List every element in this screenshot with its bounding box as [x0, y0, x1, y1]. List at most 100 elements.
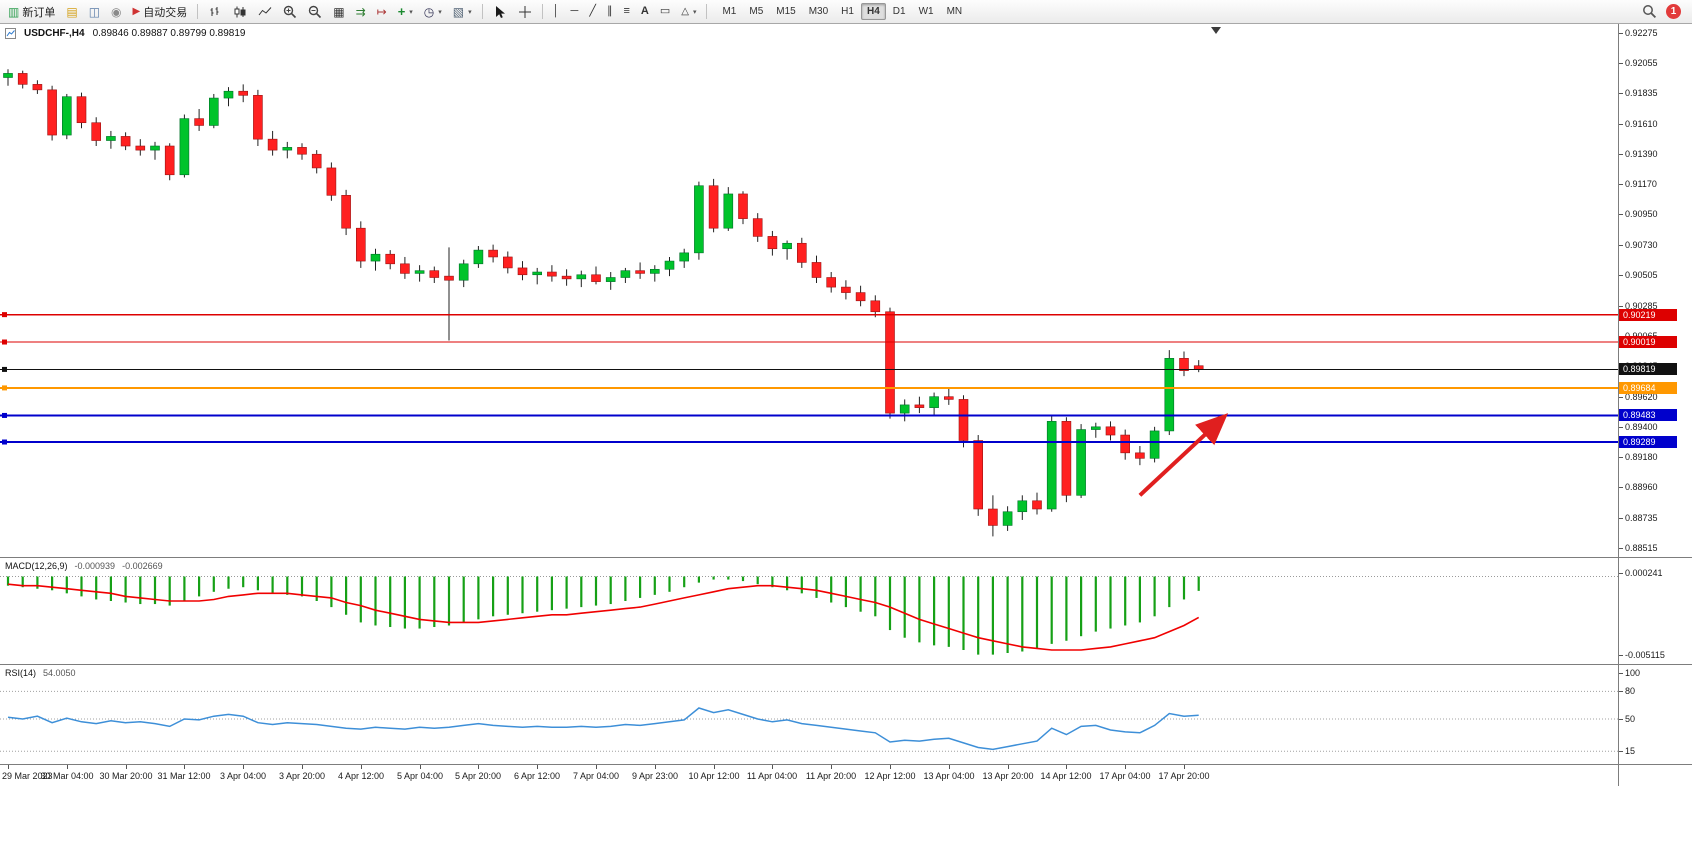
- time-label: 3 Apr 04:00: [219, 771, 267, 781]
- time-axis-tick: [1066, 765, 1067, 769]
- pane-separator[interactable]: [0, 764, 1692, 765]
- macd-indicator-pane[interactable]: [0, 558, 1618, 664]
- rsi-label: RSI(14) 54.0050: [5, 668, 76, 678]
- chart-shift-button[interactable]: ↦: [372, 2, 392, 22]
- indicators-plus-icon: +: [397, 4, 406, 19]
- time-label: 29 Mar 2023: [2, 771, 53, 781]
- chart-bars-button[interactable]: [203, 2, 227, 22]
- line-chart-icon: [258, 5, 272, 19]
- shapes-button[interactable]: △ ▾: [676, 2, 701, 22]
- macd-value-main: -0.000939: [74, 561, 116, 571]
- text-label-icon: ▭: [659, 5, 671, 17]
- zoom-in-button[interactable]: [278, 2, 302, 22]
- timeframe-button-m5[interactable]: M5: [749, 6, 764, 17]
- equidistant-channel-button[interactable]: ∥: [602, 2, 618, 22]
- time-label: 6 Apr 12:00: [513, 771, 561, 781]
- time-axis-tick: [1125, 765, 1126, 769]
- price-axis-tick: [1619, 154, 1623, 155]
- rsi-indicator-pane[interactable]: [0, 665, 1618, 764]
- time-axis-tick: [478, 765, 479, 769]
- community-button[interactable]: ◉: [106, 2, 126, 22]
- trendline-button[interactable]: ╱: [584, 2, 601, 22]
- price-axis-label: 0.89620: [1625, 392, 1658, 402]
- horizontal-line-button[interactable]: ─: [566, 2, 584, 22]
- macd-name: MACD(12,26,9): [5, 561, 68, 571]
- text-button[interactable]: A: [636, 2, 654, 22]
- chart-candles-button[interactable]: [228, 2, 252, 22]
- notification-badge[interactable]: 1: [1666, 4, 1681, 19]
- template-button[interactable]: ▧ ▾: [448, 2, 477, 22]
- axis-separator: [1618, 24, 1619, 786]
- time-label: 7 Apr 04:00: [572, 771, 620, 781]
- auto-scroll-button[interactable]: ⇉: [351, 2, 371, 22]
- auto-trading-button[interactable]: ▶ 自动交易: [128, 2, 193, 22]
- timeframe-button-w1[interactable]: W1: [918, 6, 934, 17]
- price-axis-tick: [1619, 457, 1623, 458]
- price-axis-tick: [1619, 124, 1623, 125]
- time-axis-tick: [361, 765, 362, 769]
- vertical-line-button[interactable]: │: [548, 2, 565, 22]
- time-axis-tick: [831, 765, 832, 769]
- pane-separator[interactable]: [0, 557, 1692, 558]
- timeframe-button-d1[interactable]: D1: [892, 6, 906, 17]
- time-label: 13 Apr 04:00: [923, 771, 975, 781]
- tile-windows-button[interactable]: ▦: [328, 2, 349, 22]
- price-axis-label: 0.88735: [1625, 513, 1658, 523]
- pane-separator[interactable]: [0, 664, 1692, 665]
- price-axis-tick: [1619, 487, 1623, 488]
- new-order-icon: ▥: [8, 4, 20, 19]
- fibonacci-button[interactable]: ≡: [618, 2, 634, 22]
- time-axis-tick: [8, 765, 9, 769]
- time-label: 31 Mar 12:00: [157, 771, 211, 781]
- timeframe-button-m1[interactable]: M1: [722, 6, 737, 17]
- price-axis-label: 0.89400: [1625, 422, 1658, 432]
- separator: [706, 4, 708, 19]
- text-label-button[interactable]: ▭: [655, 2, 675, 22]
- price-axis-label: 100: [1625, 668, 1641, 678]
- time-axis-tick: [772, 765, 773, 769]
- price-axis-tick: [1619, 427, 1623, 428]
- trendline-icon: ╱: [589, 5, 596, 17]
- profiles-button[interactable]: ▤: [61, 2, 82, 22]
- price-axis-label: 0.91170: [1625, 179, 1657, 189]
- rsi-value: 54.0050: [43, 668, 76, 678]
- time-label: 4 Apr 12:00: [337, 771, 385, 781]
- timeframe-button-m30[interactable]: M30: [808, 6, 829, 17]
- bottom-filler: [0, 786, 1692, 847]
- auto-trading-icon: ▶: [132, 5, 141, 17]
- time-axis-tick: [655, 765, 656, 769]
- macd-value-signal: -0.002669: [122, 561, 163, 571]
- time-label: 30 Mar 20:00: [99, 771, 153, 781]
- time-axis-tick: [184, 765, 185, 769]
- separator: [541, 4, 543, 19]
- time-label: 14 Apr 12:00: [1040, 771, 1092, 781]
- price-axis[interactable]: 0.92275 0.92055 0.91835 0.91610 0.91390 0.911…: [1619, 24, 1692, 786]
- period-button[interactable]: ◷ ▾: [419, 2, 447, 22]
- time-axis[interactable]: 29 Mar 2023 30 Mar 04:00 30 Mar 20:00 31 Ma…: [0, 765, 1692, 786]
- price-axis-label: 0.92055: [1625, 58, 1658, 68]
- time-axis-tick: [420, 765, 421, 769]
- timeframe-button-h1[interactable]: H1: [841, 6, 854, 17]
- time-label: 17 Apr 20:00: [1158, 771, 1210, 781]
- timeframe-group: M1 M5 M15 M30 H1 H4 D1 W1 MN: [716, 3, 968, 20]
- timeframe-button-h4[interactable]: H4: [860, 3, 886, 20]
- price-tag: 0.90219: [1619, 309, 1677, 321]
- search-button[interactable]: [1637, 2, 1662, 22]
- indicators-button[interactable]: + ▾: [393, 2, 418, 22]
- time-label: 9 Apr 23:00: [631, 771, 679, 781]
- chart-line-button[interactable]: [253, 2, 277, 22]
- macd-label: MACD(12,26,9) -0.000939 -0.002669: [5, 561, 163, 571]
- chevron-down-icon: ▾: [438, 8, 442, 16]
- crosshair-button[interactable]: [513, 2, 537, 22]
- candlestick-chart[interactable]: [0, 24, 1618, 557]
- market-watch-button[interactable]: ◫: [84, 2, 105, 22]
- zoom-out-button[interactable]: [303, 2, 327, 22]
- time-label: 17 Apr 04:00: [1099, 771, 1151, 781]
- fibonacci-icon: ≡: [623, 5, 630, 17]
- cursor-button[interactable]: [488, 2, 512, 22]
- timeframe-button-m15[interactable]: M15: [776, 6, 796, 17]
- price-axis-label: 0.91390: [1625, 149, 1658, 159]
- new-order-button[interactable]: ▥ 新订单: [3, 2, 60, 22]
- price-tag: 0.89819: [1619, 363, 1677, 375]
- timeframe-button-mn[interactable]: MN: [946, 6, 963, 17]
